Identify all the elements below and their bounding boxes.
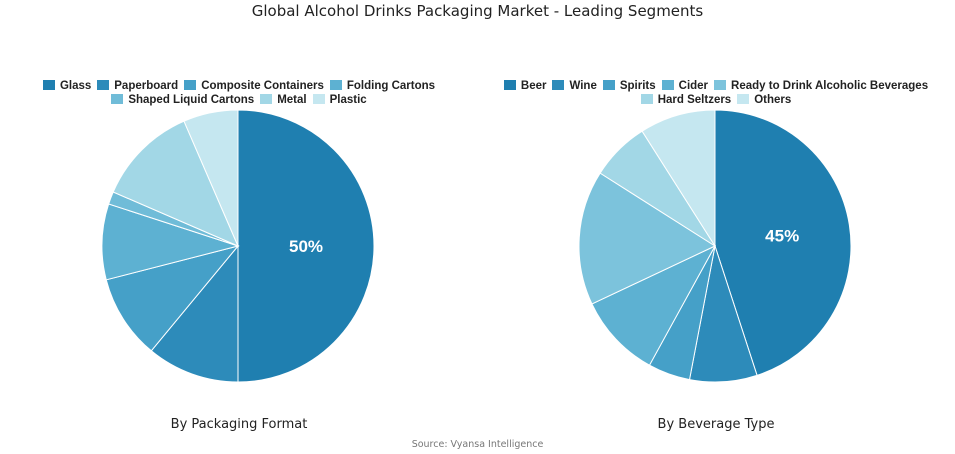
legend-swatch xyxy=(111,94,124,105)
pie-chart: 50% xyxy=(101,109,375,383)
legend-label: Paperboard xyxy=(114,80,179,92)
data-label-beer: 45% xyxy=(765,226,799,245)
legend-label: Metal xyxy=(277,94,307,107)
pie-slice-plastic xyxy=(183,109,239,247)
legend-swatch xyxy=(737,94,750,105)
data-label-glass: 50% xyxy=(289,237,323,256)
legend: Beer Wine Spirits Cider Ready to Drink Alcoh… xyxy=(477,79,955,107)
legend-label: Folding Cartons xyxy=(346,80,436,92)
legend-item-wine: Wine xyxy=(552,79,597,93)
packaging-format-chart: Glass Paperboard Composite Containers Foldi… xyxy=(0,79,478,432)
legend-swatch xyxy=(640,94,653,105)
chart-caption: By Beverage Type xyxy=(657,417,775,432)
legend-label: Glass xyxy=(59,80,92,92)
legend: Glass Paperboard Composite Containers Foldi… xyxy=(0,79,478,107)
legend-item-shaped-liquid-cartons: Shaped Liquid Cartons xyxy=(111,93,254,107)
legend-swatch xyxy=(312,94,325,105)
legend-item-composite-containers: Composite Containers xyxy=(184,79,324,93)
pie-slice-beer xyxy=(714,109,852,376)
legend-item-hard-seltzers: Hard Seltzers xyxy=(640,93,732,107)
legend-item-glass: Glass xyxy=(42,79,92,93)
legend-label: Spirits xyxy=(619,80,656,92)
legend-item-metal: Metal xyxy=(260,93,307,107)
legend-label: Beer xyxy=(520,80,547,92)
legend-item-beer: Beer xyxy=(503,79,547,93)
legend-item-spirits: Spirits xyxy=(602,79,656,93)
legend-swatch xyxy=(184,80,197,90)
pie-slice-ready-to-drink-alcoholic-beverages xyxy=(578,172,717,305)
chart-title: Global Alcohol Drinks Packaging Market -… xyxy=(251,2,704,20)
beverage-type-chart: Beer Wine Spirits Cider Ready to Drink Alcoh… xyxy=(477,0,955,454)
legend-swatch xyxy=(552,80,565,90)
legend-swatch xyxy=(97,80,110,90)
legend-label: Hard Seltzers xyxy=(657,94,732,107)
legend-swatch xyxy=(260,94,273,105)
legend-item-cider: Cider xyxy=(661,79,709,93)
pie-chart: 45% xyxy=(578,109,852,383)
pie-slice-others xyxy=(641,109,716,248)
legend-swatch xyxy=(602,80,615,90)
legend-label: Cider xyxy=(678,80,709,92)
legend-label: Wine xyxy=(569,80,597,92)
legend-row: Glass Paperboard Composite Containers Foldi… xyxy=(0,79,478,93)
legend-item-ready-to-drink-alcoholic-beverages: Ready to Drink Alcoholic Beverages xyxy=(714,79,928,93)
pie-slice-cider xyxy=(591,244,717,366)
legend-swatch xyxy=(42,80,55,90)
legend-label: Plastic xyxy=(329,94,367,107)
pie-slice-paperboard xyxy=(150,244,239,383)
legend-row: Hard Seltzers Others xyxy=(477,93,955,107)
legend-label: Composite Containers xyxy=(201,80,324,92)
legend-swatch xyxy=(329,80,342,90)
source-note: Source: Vyansa Intelligence xyxy=(411,439,544,450)
pie-slice-composite-containers xyxy=(105,245,240,352)
legend-label: Ready to Drink Alcoholic Beverages xyxy=(731,80,929,92)
pie-slice-glass xyxy=(237,109,375,383)
legend-item-plastic: Plastic xyxy=(312,93,367,107)
legend-row: Beer Wine Spirits Cider Ready to Drink Alcoh… xyxy=(477,79,955,93)
legend-item-folding-cartons: Folding Cartons xyxy=(329,79,436,93)
legend-row: Shaped Liquid Cartons Metal Plastic xyxy=(0,93,478,107)
legend-label: Others xyxy=(754,94,792,107)
pie-slice-metal xyxy=(112,120,239,247)
legend-swatch xyxy=(714,80,727,90)
chart-caption: By Packaging Format xyxy=(170,417,308,432)
legend-label: Shaped Liquid Cartons xyxy=(128,94,255,107)
legend-swatch xyxy=(503,80,516,90)
legend-item-others: Others xyxy=(737,93,791,107)
legend-swatch xyxy=(661,80,674,90)
legend-item-paperboard: Paperboard xyxy=(97,79,178,93)
